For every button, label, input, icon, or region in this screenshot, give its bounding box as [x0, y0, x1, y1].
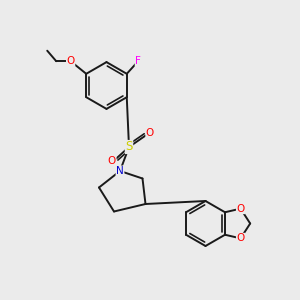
- Text: O: O: [108, 156, 116, 166]
- Text: O: O: [236, 204, 245, 214]
- Text: O: O: [67, 56, 75, 66]
- Text: O: O: [146, 128, 154, 138]
- Text: S: S: [125, 140, 133, 154]
- Text: N: N: [116, 166, 124, 176]
- Text: F: F: [135, 56, 141, 66]
- Text: O: O: [236, 233, 245, 243]
